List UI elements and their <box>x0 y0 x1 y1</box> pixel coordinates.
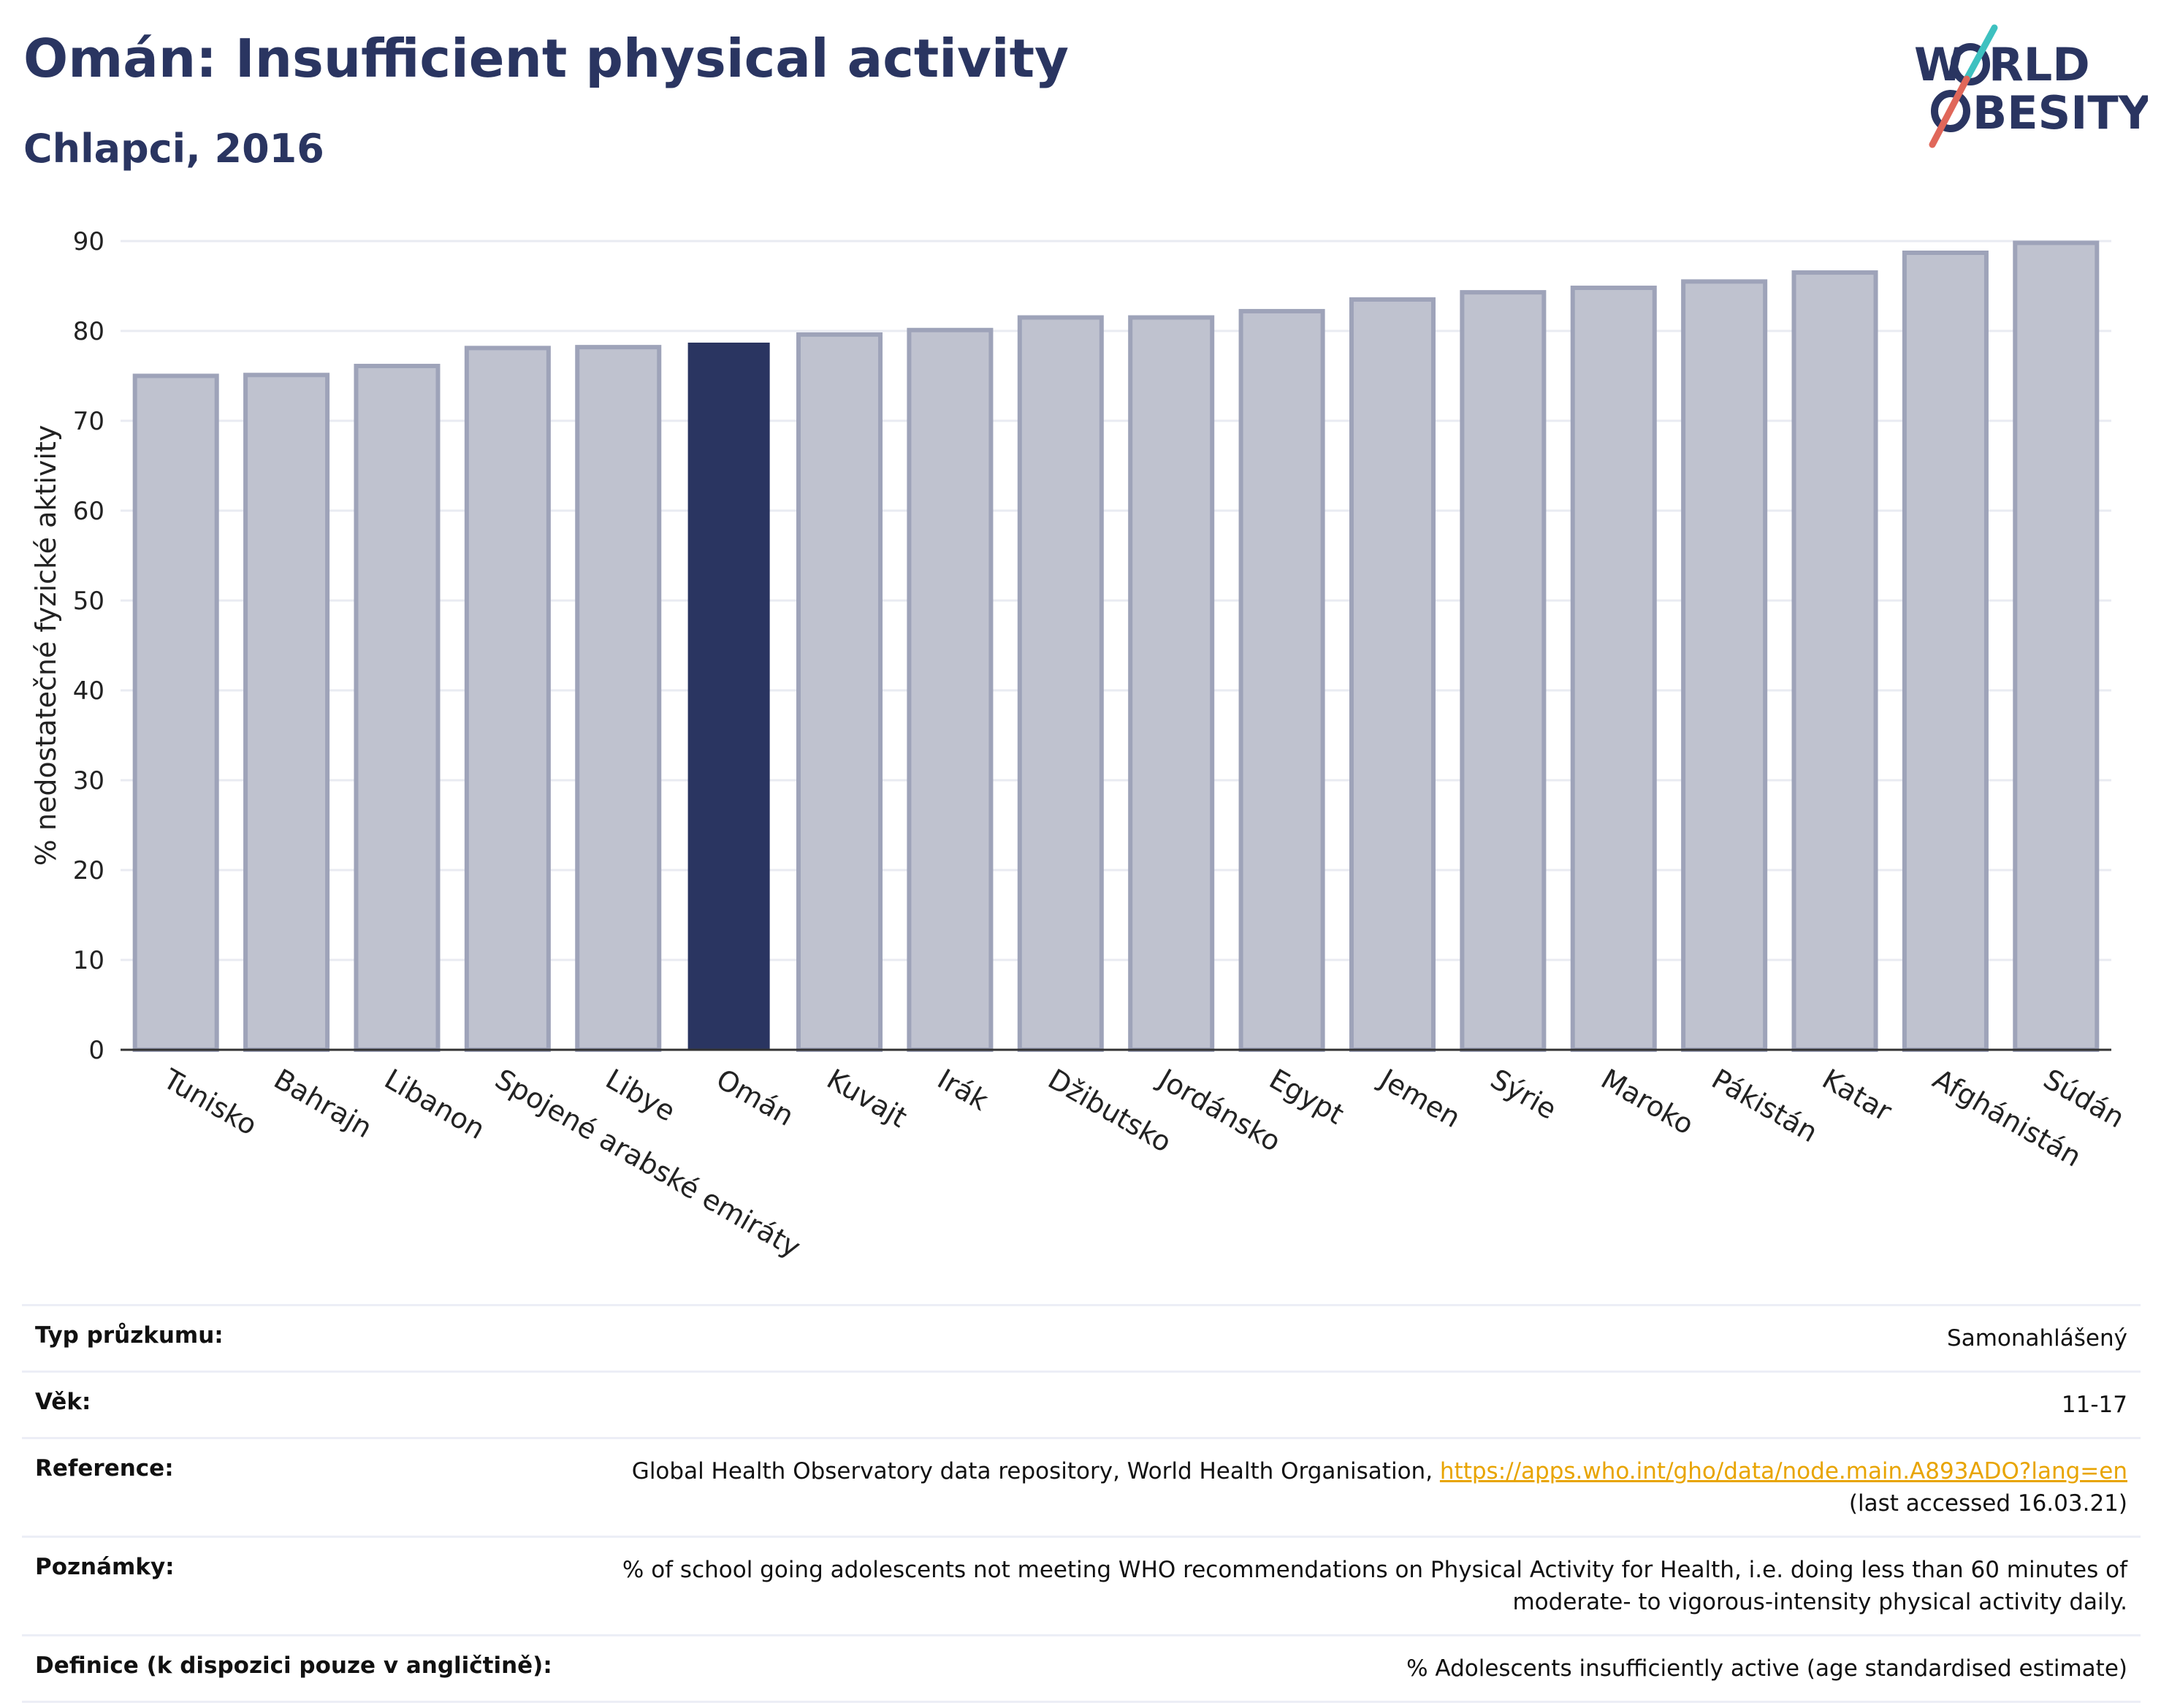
info-value: % Adolescents insufficiently active (age… <box>1406 1655 2127 1682</box>
logo-o2-icon <box>1931 90 1970 132</box>
bar <box>1460 290 1547 1053</box>
info-value: Samonahlášený <box>1947 1325 2127 1351</box>
x-tick-label: Súdán <box>2038 1063 2130 1135</box>
y-tick-label: 20 <box>73 856 104 885</box>
info-label: Reference: <box>35 1455 174 1482</box>
bar <box>1017 315 1104 1053</box>
info-row-survey-type: Typ průzkumu: Samonahlášený <box>22 1304 2141 1370</box>
info-label: Poznámky: <box>35 1554 175 1580</box>
reference-text: Global Health Observatory data repositor… <box>631 1458 1433 1484</box>
info-row-age: Věk: 11-17 <box>22 1370 2141 1437</box>
bar <box>1349 297 1436 1053</box>
bar <box>575 345 662 1052</box>
x-tick-label: Omán <box>711 1063 799 1132</box>
info-label: Typ průzkumu: <box>35 1322 224 1349</box>
logo-o-icon <box>1951 43 1990 85</box>
info-table: Typ průzkumu: Samonahlášený Věk: 11-17 R… <box>22 1304 2141 1703</box>
y-tick-label: 80 <box>73 317 104 346</box>
x-tick-label: Libye <box>601 1063 681 1128</box>
info-row-notes: Poznámky: % of school going adolescents … <box>22 1536 2141 1634</box>
info-label: Definice (k dispozici pouze v angličtině… <box>35 1652 552 1679</box>
y-axis-label: % nedostatečné fyzické aktivity <box>30 425 62 866</box>
x-tick-label: Irák <box>932 1063 994 1117</box>
logo-slash-red-icon <box>1929 75 1970 148</box>
info-row-reference: Reference: Global Health Observatory dat… <box>22 1437 2141 1536</box>
info-value: Global Health Observatory data repositor… <box>632 1455 2127 1520</box>
y-tick-label: 60 <box>73 497 104 526</box>
bar <box>1238 308 1325 1052</box>
y-tick-label: 70 <box>73 407 104 436</box>
bar <box>1570 285 1657 1053</box>
bar <box>464 346 551 1052</box>
reference-link[interactable]: https://apps.who.int/gho/data/node.main.… <box>1439 1458 2127 1484</box>
x-tick-label: Sýrie <box>1485 1063 1562 1126</box>
x-tick-label: Katar <box>1817 1063 1897 1128</box>
world-obesity-logo: W RLD BESITY <box>1914 24 2148 148</box>
x-tick-label: Jemen <box>1373 1062 1466 1135</box>
logo-text-rld: RLD <box>1989 38 2090 91</box>
x-tick-label: Egypt <box>1264 1063 1349 1131</box>
bar <box>1681 279 1768 1053</box>
x-tick-label: Bahrajn <box>269 1063 378 1145</box>
notes-line-2: moderate- to vigorous-intensity physical… <box>1512 1589 2127 1615</box>
bar <box>1128 315 1215 1053</box>
bar <box>1902 250 1989 1053</box>
y-tick-label: 30 <box>73 766 104 796</box>
info-value: 11-17 <box>2061 1392 2127 1418</box>
x-tick-label: Libanon <box>379 1063 490 1145</box>
x-tick-label: Tunisko <box>157 1062 262 1142</box>
info-row-definition: Definice (k dispozici pouze v angličtině… <box>22 1634 2141 1703</box>
y-tick-label: 40 <box>73 676 104 706</box>
bar <box>907 327 994 1052</box>
bar <box>354 363 441 1053</box>
logo-text-besity: BESITY <box>1973 86 2148 140</box>
bar <box>132 373 219 1052</box>
notes-line-1: % of school going adolescents not meetin… <box>622 1557 2127 1583</box>
bar <box>1791 270 1878 1052</box>
y-tick-label: 0 <box>88 1036 104 1065</box>
y-tick-label: 10 <box>73 946 104 975</box>
bar <box>687 342 770 1050</box>
y-tick-label: 50 <box>73 587 104 616</box>
y-tick-label: 90 <box>73 227 104 256</box>
info-label: Věk: <box>35 1389 91 1415</box>
x-tick-label: Kuvajt <box>822 1063 912 1134</box>
x-tick-label: Maroko <box>1596 1063 1699 1141</box>
bar-chart: 0 10 20 30 40 50 60 70 80 90 % nedostatečné fyzick… <box>30 227 2130 1264</box>
chart-title: Omán: Insufficient physical activity <box>23 28 1069 89</box>
chart-subtitle: Chlapci, 2016 <box>23 126 324 172</box>
x-tick-label: Pákistán <box>1707 1063 1823 1149</box>
info-value: % of school going adolescents not meetin… <box>622 1554 2127 1618</box>
x-tick-label: Džibutsko <box>1043 1063 1177 1159</box>
bar <box>2013 240 2100 1053</box>
x-tick-label: Jordánsko <box>1152 1062 1287 1158</box>
bar <box>243 373 330 1052</box>
bar <box>796 332 883 1053</box>
reference-accessed: (last accessed 16.03.21) <box>1848 1490 2127 1517</box>
logo-slash-teal-icon <box>1963 24 1998 83</box>
